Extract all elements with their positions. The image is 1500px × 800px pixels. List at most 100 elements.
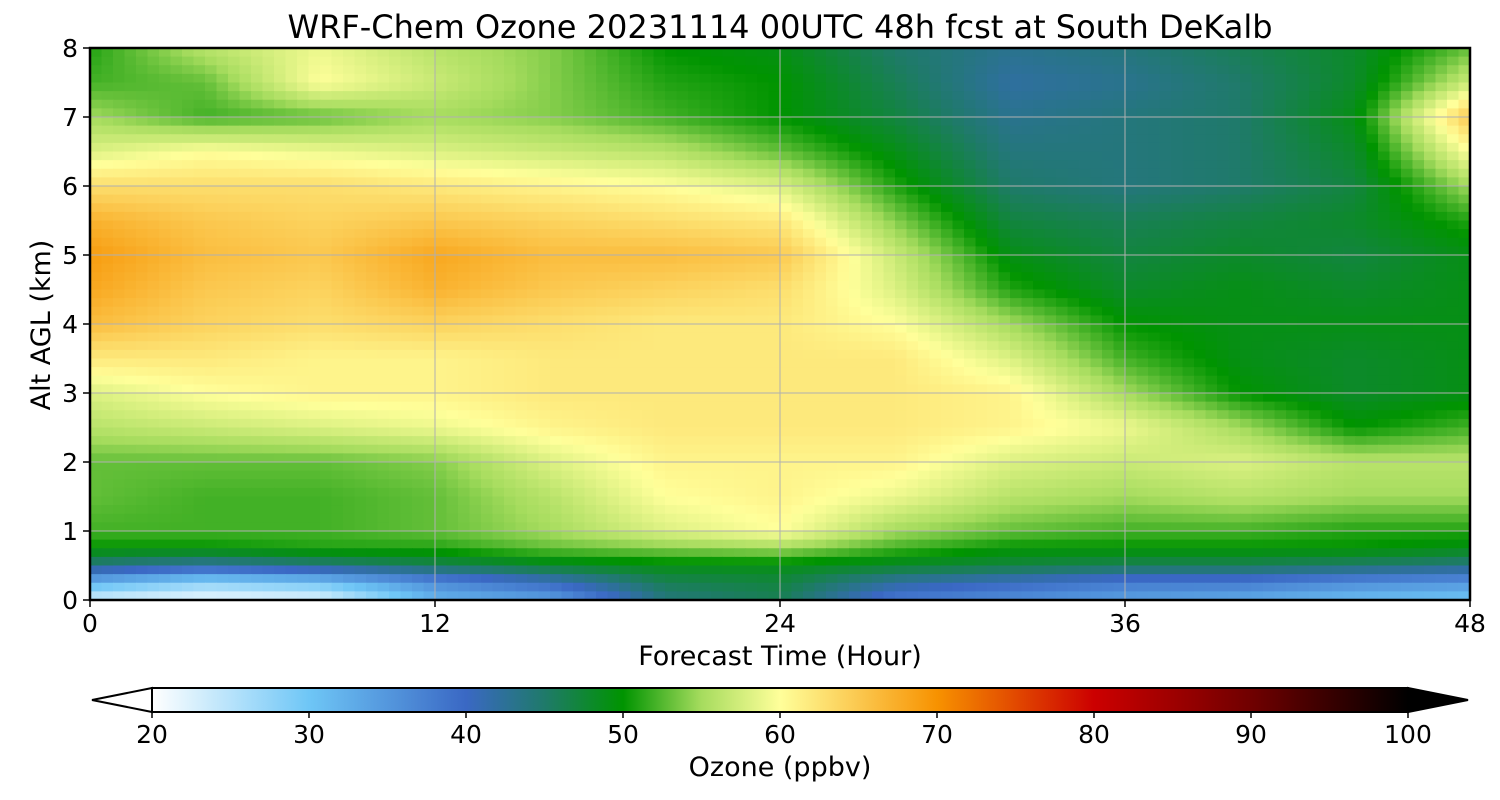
heatmap-cell [975,315,988,325]
heatmap-cell [780,220,793,230]
heatmap-cell [1332,367,1345,377]
heatmap-cell [596,272,609,282]
heatmap-cell [1412,367,1425,377]
heatmap-cell [1332,220,1345,230]
heatmap-cell [1079,384,1092,394]
heatmap-cell [642,263,655,273]
heatmap-cell [722,186,735,196]
heatmap-cell [1136,375,1149,385]
heatmap-cell [941,56,954,66]
heatmap-cell [515,160,528,170]
heatmap-cell [653,82,666,92]
heatmap-cell [1343,332,1356,342]
heatmap-cell [1274,280,1287,291]
heatmap-cell [182,117,195,127]
heatmap-cell [1159,272,1172,282]
heatmap-cell [1148,82,1161,92]
heatmap-cell [814,48,827,58]
heatmap-cell [400,65,413,75]
heatmap-cell [998,177,1011,187]
heatmap-cell [860,298,873,308]
heatmap-cell [1217,367,1230,377]
heatmap-cell [1458,108,1470,118]
heatmap-cell [1010,315,1023,325]
heatmap-cell [1159,384,1172,394]
heatmap-cell [883,108,896,118]
heatmap-cell [147,341,160,351]
heatmap-cell [1033,142,1046,153]
heatmap-cell [780,160,793,170]
heatmap-cell [1401,48,1414,58]
heatmap-cell [987,289,1000,299]
heatmap-cell [1424,134,1437,144]
heatmap-cell [400,298,413,308]
heatmap-cell [791,401,804,411]
heatmap-cell [837,280,850,291]
heatmap-cell [1079,229,1092,239]
heatmap-cell [193,237,206,247]
heatmap-cell [101,393,114,403]
heatmap-cell [1447,349,1460,360]
heatmap-cell [883,211,896,222]
heatmap-cell [492,142,505,153]
heatmap-cell [251,349,264,360]
heatmap-cell [1309,375,1322,385]
heatmap-cell [895,194,908,204]
heatmap-cell [676,125,689,135]
heatmap-cell [1194,341,1207,351]
heatmap-cell [596,142,609,153]
heatmap-cell [849,99,862,109]
heatmap-cell [389,99,402,109]
heatmap-cell [952,401,965,411]
heatmap-cell [170,99,183,109]
heatmap-cell [1274,237,1287,247]
heatmap-cell [929,168,942,178]
heatmap-cell [987,151,1000,161]
heatmap-cell [849,229,862,239]
heatmap-cell [1240,358,1253,368]
heatmap-cell [1458,341,1470,351]
heatmap-cell [929,203,942,213]
heatmap-cell [400,401,413,411]
heatmap-cell [1113,229,1126,239]
heatmap-cell [883,65,896,75]
heatmap-cell [1228,341,1241,351]
heatmap-cell [136,367,149,377]
heatmap-cell [757,375,770,385]
heatmap-cell [274,298,287,308]
heatmap-cell [803,280,816,291]
heatmap-cell [619,160,632,170]
heatmap-cell [688,384,701,394]
heatmap-cell [308,358,321,368]
heatmap-cell [860,289,873,299]
heatmap-cell [561,246,574,256]
heatmap-cell [941,306,954,316]
heatmap-cell [1309,65,1322,75]
heatmap-cell [561,341,574,351]
heatmap-cell [642,237,655,247]
heatmap-cell [665,246,678,256]
heatmap-cell [987,108,1000,118]
heatmap-cell [1079,341,1092,351]
heatmap-cell [113,246,126,256]
heatmap-cell [780,263,793,273]
heatmap-cell [573,401,586,411]
heatmap-cell [1424,237,1437,247]
heatmap-cell [159,99,172,109]
heatmap-cell [308,298,321,308]
heatmap-cell [987,255,1000,265]
heatmap-cell [1159,220,1172,230]
heatmap-cell [1136,194,1149,204]
heatmap-cell [297,255,310,265]
heatmap-cell [964,194,977,204]
heatmap-cell [883,349,896,360]
heatmap-cell [527,220,540,230]
heatmap-cell [481,393,494,403]
heatmap-cell [619,358,632,368]
heatmap-cell [159,246,172,256]
heatmap-cell [849,160,862,170]
heatmap-cell [504,332,517,342]
heatmap-cell [1458,384,1470,394]
heatmap-cell [860,177,873,187]
heatmap-cell [412,142,425,153]
